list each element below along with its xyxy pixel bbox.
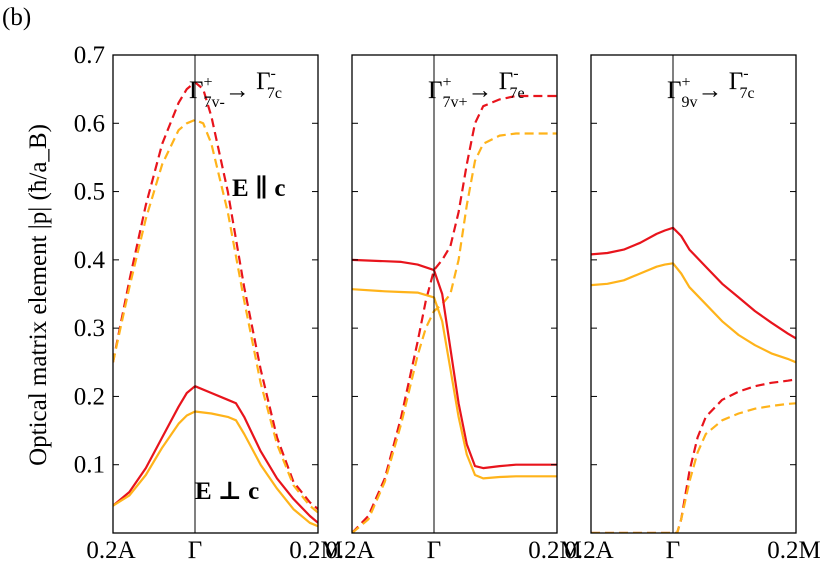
title-part: 7c <box>740 85 755 102</box>
y-axis-label: Optical matrix element |p| (ħ/a_B) <box>25 124 52 466</box>
title-part: Γ <box>667 77 681 104</box>
series-red-dashed <box>113 81 318 510</box>
series-orange-dashed <box>352 132 557 533</box>
series-orange-dashed <box>113 118 318 514</box>
series-red-solid <box>591 226 796 340</box>
series-orange-solid <box>113 410 318 528</box>
title-part: → <box>697 77 728 104</box>
series-red-dashed <box>352 94 557 533</box>
title-part: 7v- <box>203 94 224 111</box>
plot-frame <box>590 54 797 534</box>
annotation-e-perp-c: E ⊥ c <box>195 478 259 505</box>
panel-title-3: Γ+ 9v→ Γ-7c <box>667 65 755 111</box>
series-red-dashed <box>591 378 796 533</box>
title-part: Γ <box>428 77 442 104</box>
title-part: → <box>468 77 499 104</box>
y-tick-label: 0.6 <box>74 110 105 137</box>
title-part: + <box>681 74 690 91</box>
title-part: + <box>442 74 451 91</box>
title-part: Γ <box>729 68 743 95</box>
plot-frame <box>351 54 558 534</box>
y-tick-label: 0.4 <box>74 247 106 274</box>
panel-1: 0.10.20.30.40.50.60.70.2A Γ 0.2MΓ+ 7v-→ Γ-7… <box>74 42 343 564</box>
curves-group <box>591 226 796 533</box>
title-part: - <box>513 65 518 82</box>
panel-3: 0.2A Γ 0.2MΓ+ 9v→ Γ-7c <box>564 54 821 564</box>
annotation-e-parallel-c: E ∥ c <box>232 175 286 202</box>
panel-title-2: Γ+ 7v+→ Γ-7e <box>428 65 525 111</box>
x-tick-label-right: 0.2M <box>528 537 581 564</box>
panel-label: (b) <box>2 4 31 31</box>
panels-group: 0.10.20.30.40.50.60.70.2A Γ 0.2MΓ+ 7v-→ Γ-7… <box>74 42 821 564</box>
curves-group <box>352 94 557 533</box>
x-tick-label-left: 0.2A <box>86 537 135 564</box>
x-tick-label-left: 0.2A <box>325 537 374 564</box>
x-tick-label-gamma: Γ <box>427 537 441 564</box>
series-red-solid <box>352 258 557 470</box>
title-part: + <box>203 74 212 91</box>
title-part: - <box>271 65 276 82</box>
title-part: 7e <box>510 85 525 102</box>
series-orange-dashed <box>591 402 796 533</box>
y-tick-label: 0.5 <box>74 179 105 206</box>
y-tick-label: 0.3 <box>74 315 105 342</box>
series-orange-solid <box>591 262 796 364</box>
title-part: Γ <box>256 68 270 95</box>
series-orange-solid <box>352 288 557 480</box>
y-tick-label: 0.7 <box>74 42 105 69</box>
y-tick-label: 0.2 <box>74 383 105 410</box>
x-tick-label-right: 0.2M <box>767 537 820 564</box>
title-part: Γ <box>189 77 203 104</box>
title-part: Γ <box>499 68 513 95</box>
x-tick-label-gamma: Γ <box>188 537 202 564</box>
title-part: - <box>743 65 748 82</box>
panel-2: 0.2A Γ 0.2MΓ+ 7v+→ Γ-7e <box>325 54 582 564</box>
title-part: 9v <box>681 94 697 111</box>
title-part: 7v+ <box>442 94 467 111</box>
x-tick-label-gamma: Γ <box>666 537 680 564</box>
y-tick-label: 0.1 <box>74 452 105 479</box>
y-axis-label-text: Optical matrix element |p| (ħ/a_B) <box>25 124 52 466</box>
x-tick-label-right: 0.2M <box>289 537 342 564</box>
plot-frame <box>112 54 319 534</box>
title-part: → <box>225 77 256 104</box>
panel-title-1: Γ+ 7v-→ Γ-7c <box>189 65 282 111</box>
title-part: 7c <box>267 85 282 102</box>
series-red-solid <box>113 385 318 524</box>
x-tick-label-left: 0.2A <box>564 537 613 564</box>
curves-group <box>113 81 318 528</box>
